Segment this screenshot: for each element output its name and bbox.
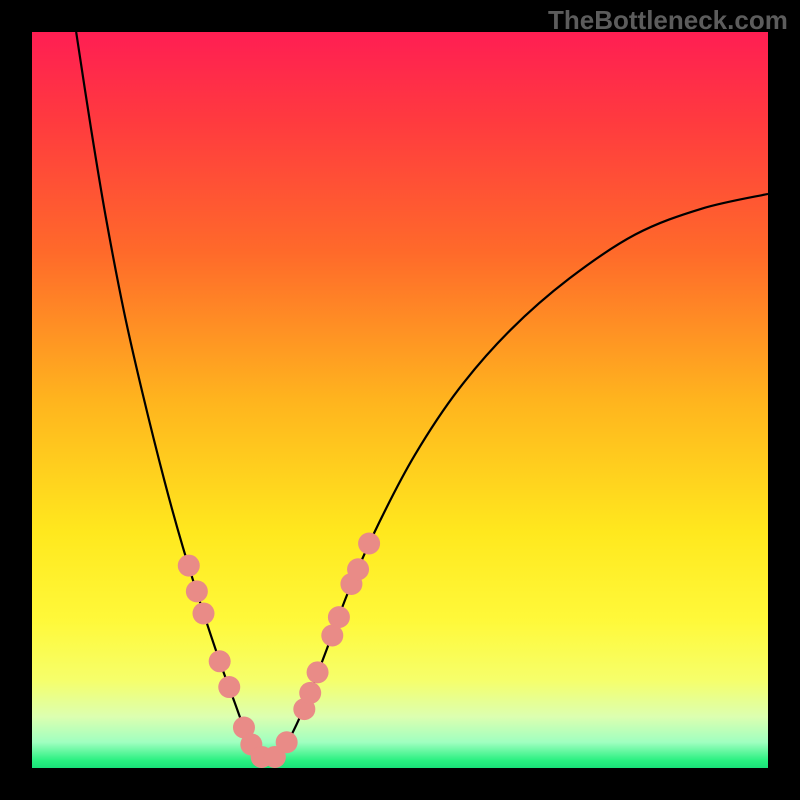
data-marker [192,602,214,624]
watermark-text: TheBottleneck.com [548,5,788,36]
data-marker [307,661,329,683]
data-marker [209,650,231,672]
data-marker [328,606,350,628]
data-marker [299,682,321,704]
plot-background [32,32,768,768]
data-marker [358,533,380,555]
data-marker [218,676,240,698]
data-marker [186,580,208,602]
data-marker [178,555,200,577]
bottleneck-chart [0,0,800,800]
data-marker [276,731,298,753]
data-marker [347,558,369,580]
